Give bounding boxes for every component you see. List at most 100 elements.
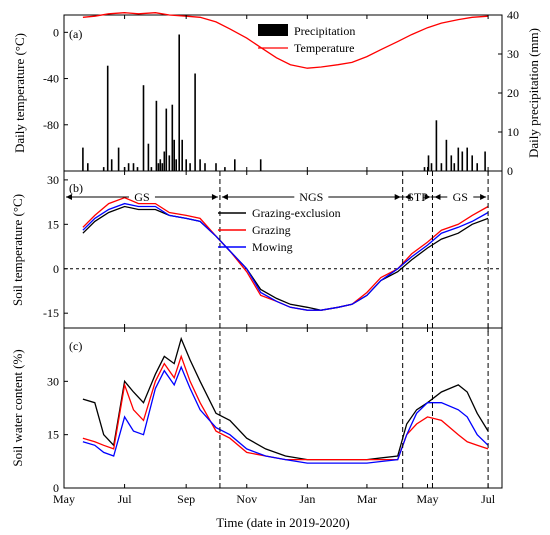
panel-a: 0 -40 -80 0 10 20 30 40 bbox=[43, 8, 519, 178]
panel-a-y2tick-label: 20 bbox=[507, 86, 519, 100]
legend-a: Precipitation Temperature bbox=[258, 24, 355, 55]
precipitation-bar bbox=[165, 108, 168, 171]
precipitation-bar bbox=[453, 163, 456, 171]
precipitation-bar bbox=[175, 159, 177, 171]
precipitation-bar bbox=[476, 163, 478, 171]
panel-a-y2tick-label: 0 bbox=[507, 164, 513, 178]
period-arrow-head bbox=[394, 194, 401, 200]
legend-label-grazing: Grazing bbox=[252, 223, 291, 237]
precipitation-bar bbox=[136, 167, 139, 171]
series-line-mowing bbox=[82, 365, 489, 464]
period-label: STP bbox=[407, 190, 428, 204]
x-axis: May Jul Sep Nov Jan Mar May Jul bbox=[53, 15, 496, 506]
panel-label-a: (a) bbox=[69, 27, 82, 41]
precipitation-bar bbox=[155, 100, 158, 171]
panel-c-frame bbox=[63, 327, 503, 489]
period-boundary-lines bbox=[219, 171, 489, 488]
x-tick-label: May bbox=[417, 492, 439, 506]
panel-b-ylabel: Soil temperature (°C) bbox=[10, 194, 25, 306]
panel-c-ytick-label: 15 bbox=[47, 428, 59, 442]
panel-b-ytick-label: -15 bbox=[43, 306, 59, 320]
precipitation-bar bbox=[215, 163, 217, 171]
precipitation-bar bbox=[189, 163, 191, 171]
period-label: NGS bbox=[299, 190, 323, 204]
series-line-grazing-exclusion bbox=[82, 205, 489, 311]
x-tick-label: Jul bbox=[118, 492, 133, 506]
precipitation-bar bbox=[161, 163, 164, 171]
panel-label-b: (b) bbox=[69, 181, 83, 195]
panel-a-y2tick-label: 30 bbox=[507, 47, 519, 61]
x-tick-label: May bbox=[53, 492, 75, 506]
period-arrow-head bbox=[404, 194, 411, 200]
precipitation-bar bbox=[173, 139, 175, 171]
panel-a-y2tick-label: 40 bbox=[507, 8, 519, 22]
x-axis-title: Time (date in 2019-2020) bbox=[216, 515, 349, 530]
series-line-mowing bbox=[82, 202, 489, 311]
precipitation-bar bbox=[199, 159, 201, 171]
precipitation-bar bbox=[194, 73, 196, 171]
legend-b: Grazing-exclusion Grazing Mowing bbox=[218, 206, 341, 254]
precipitation-bar bbox=[87, 163, 89, 171]
legend-swatch-precipitation bbox=[258, 24, 288, 36]
period-label: GS bbox=[134, 190, 149, 204]
precipitation-bar bbox=[181, 139, 183, 171]
x-tick-label: Nov bbox=[236, 492, 257, 506]
precipitation-bar bbox=[435, 120, 438, 171]
precipitation-bar bbox=[168, 155, 171, 171]
precipitation-bar bbox=[234, 159, 236, 171]
precipitation-bar bbox=[484, 151, 486, 171]
panel-b: 30 15 0 -15 GS NGS STP GS bbox=[43, 173, 502, 320]
precipitation-bar bbox=[159, 159, 162, 171]
period-arrow-head bbox=[424, 194, 431, 200]
panel-a-ytick-label: -80 bbox=[43, 118, 59, 132]
precipitation-bar bbox=[132, 163, 135, 171]
precipitation-bar bbox=[102, 167, 105, 171]
precipitation-bar bbox=[147, 143, 150, 171]
precipitation-bar bbox=[450, 155, 453, 171]
panel-a-y2label: Daily precipitation (mm) bbox=[526, 28, 541, 158]
precipitation-bar bbox=[224, 167, 226, 171]
temperature-line bbox=[82, 12, 489, 69]
precipitation-bar bbox=[117, 147, 120, 171]
period-arrow-head bbox=[211, 194, 218, 200]
precipitation-bar bbox=[466, 147, 468, 171]
precipitation-bar bbox=[259, 159, 262, 171]
precipitation-bar bbox=[204, 163, 206, 171]
precipitation-bar bbox=[457, 147, 460, 171]
precipitation-bar bbox=[445, 139, 448, 171]
precipitation-bar bbox=[185, 159, 187, 171]
precipitation-bar bbox=[157, 163, 160, 171]
precipitation-bar bbox=[127, 163, 130, 171]
precipitation-bar bbox=[142, 85, 145, 171]
period-arrow-head bbox=[66, 194, 72, 200]
panel-label-c: (c) bbox=[69, 339, 82, 353]
panel-a-y2tick-label: 10 bbox=[507, 125, 519, 139]
legend-label-grazing-exclusion: Grazing-exclusion bbox=[252, 206, 341, 220]
period-arrow-head bbox=[480, 194, 487, 200]
precipitation-bar bbox=[150, 167, 153, 171]
panel-c-ytick-label: 0 bbox=[53, 481, 59, 495]
precipitation-bar bbox=[82, 147, 84, 171]
panel-a-ytick-label: 0 bbox=[53, 25, 59, 39]
precipitation-bar bbox=[440, 163, 443, 171]
panel-b-ytick-label: 0 bbox=[53, 262, 59, 276]
period-label: GS bbox=[453, 190, 468, 204]
precipitation-bar bbox=[427, 155, 430, 171]
x-tick-label: Sep bbox=[177, 492, 195, 506]
x-tick-label: Jul bbox=[481, 492, 496, 506]
precipitation-bar bbox=[471, 155, 473, 171]
series-line-grazing bbox=[82, 354, 489, 461]
legend-label-precipitation: Precipitation bbox=[294, 24, 355, 38]
precipitation-bar bbox=[106, 65, 109, 171]
precipitation-bar bbox=[110, 159, 113, 171]
precipitation-bar bbox=[430, 163, 433, 171]
x-tick-label: Mar bbox=[357, 492, 377, 506]
precipitation-bar bbox=[178, 34, 180, 171]
panel-c: 0 15 30 bbox=[47, 336, 489, 495]
panel-a-ylabel: Daily temperature (°C) bbox=[12, 33, 27, 153]
legend-label-mowing: Mowing bbox=[252, 240, 293, 254]
legend-label-temperature: Temperature bbox=[294, 41, 354, 55]
precipitation-bar bbox=[163, 151, 166, 171]
precipitation-bar bbox=[461, 151, 464, 171]
